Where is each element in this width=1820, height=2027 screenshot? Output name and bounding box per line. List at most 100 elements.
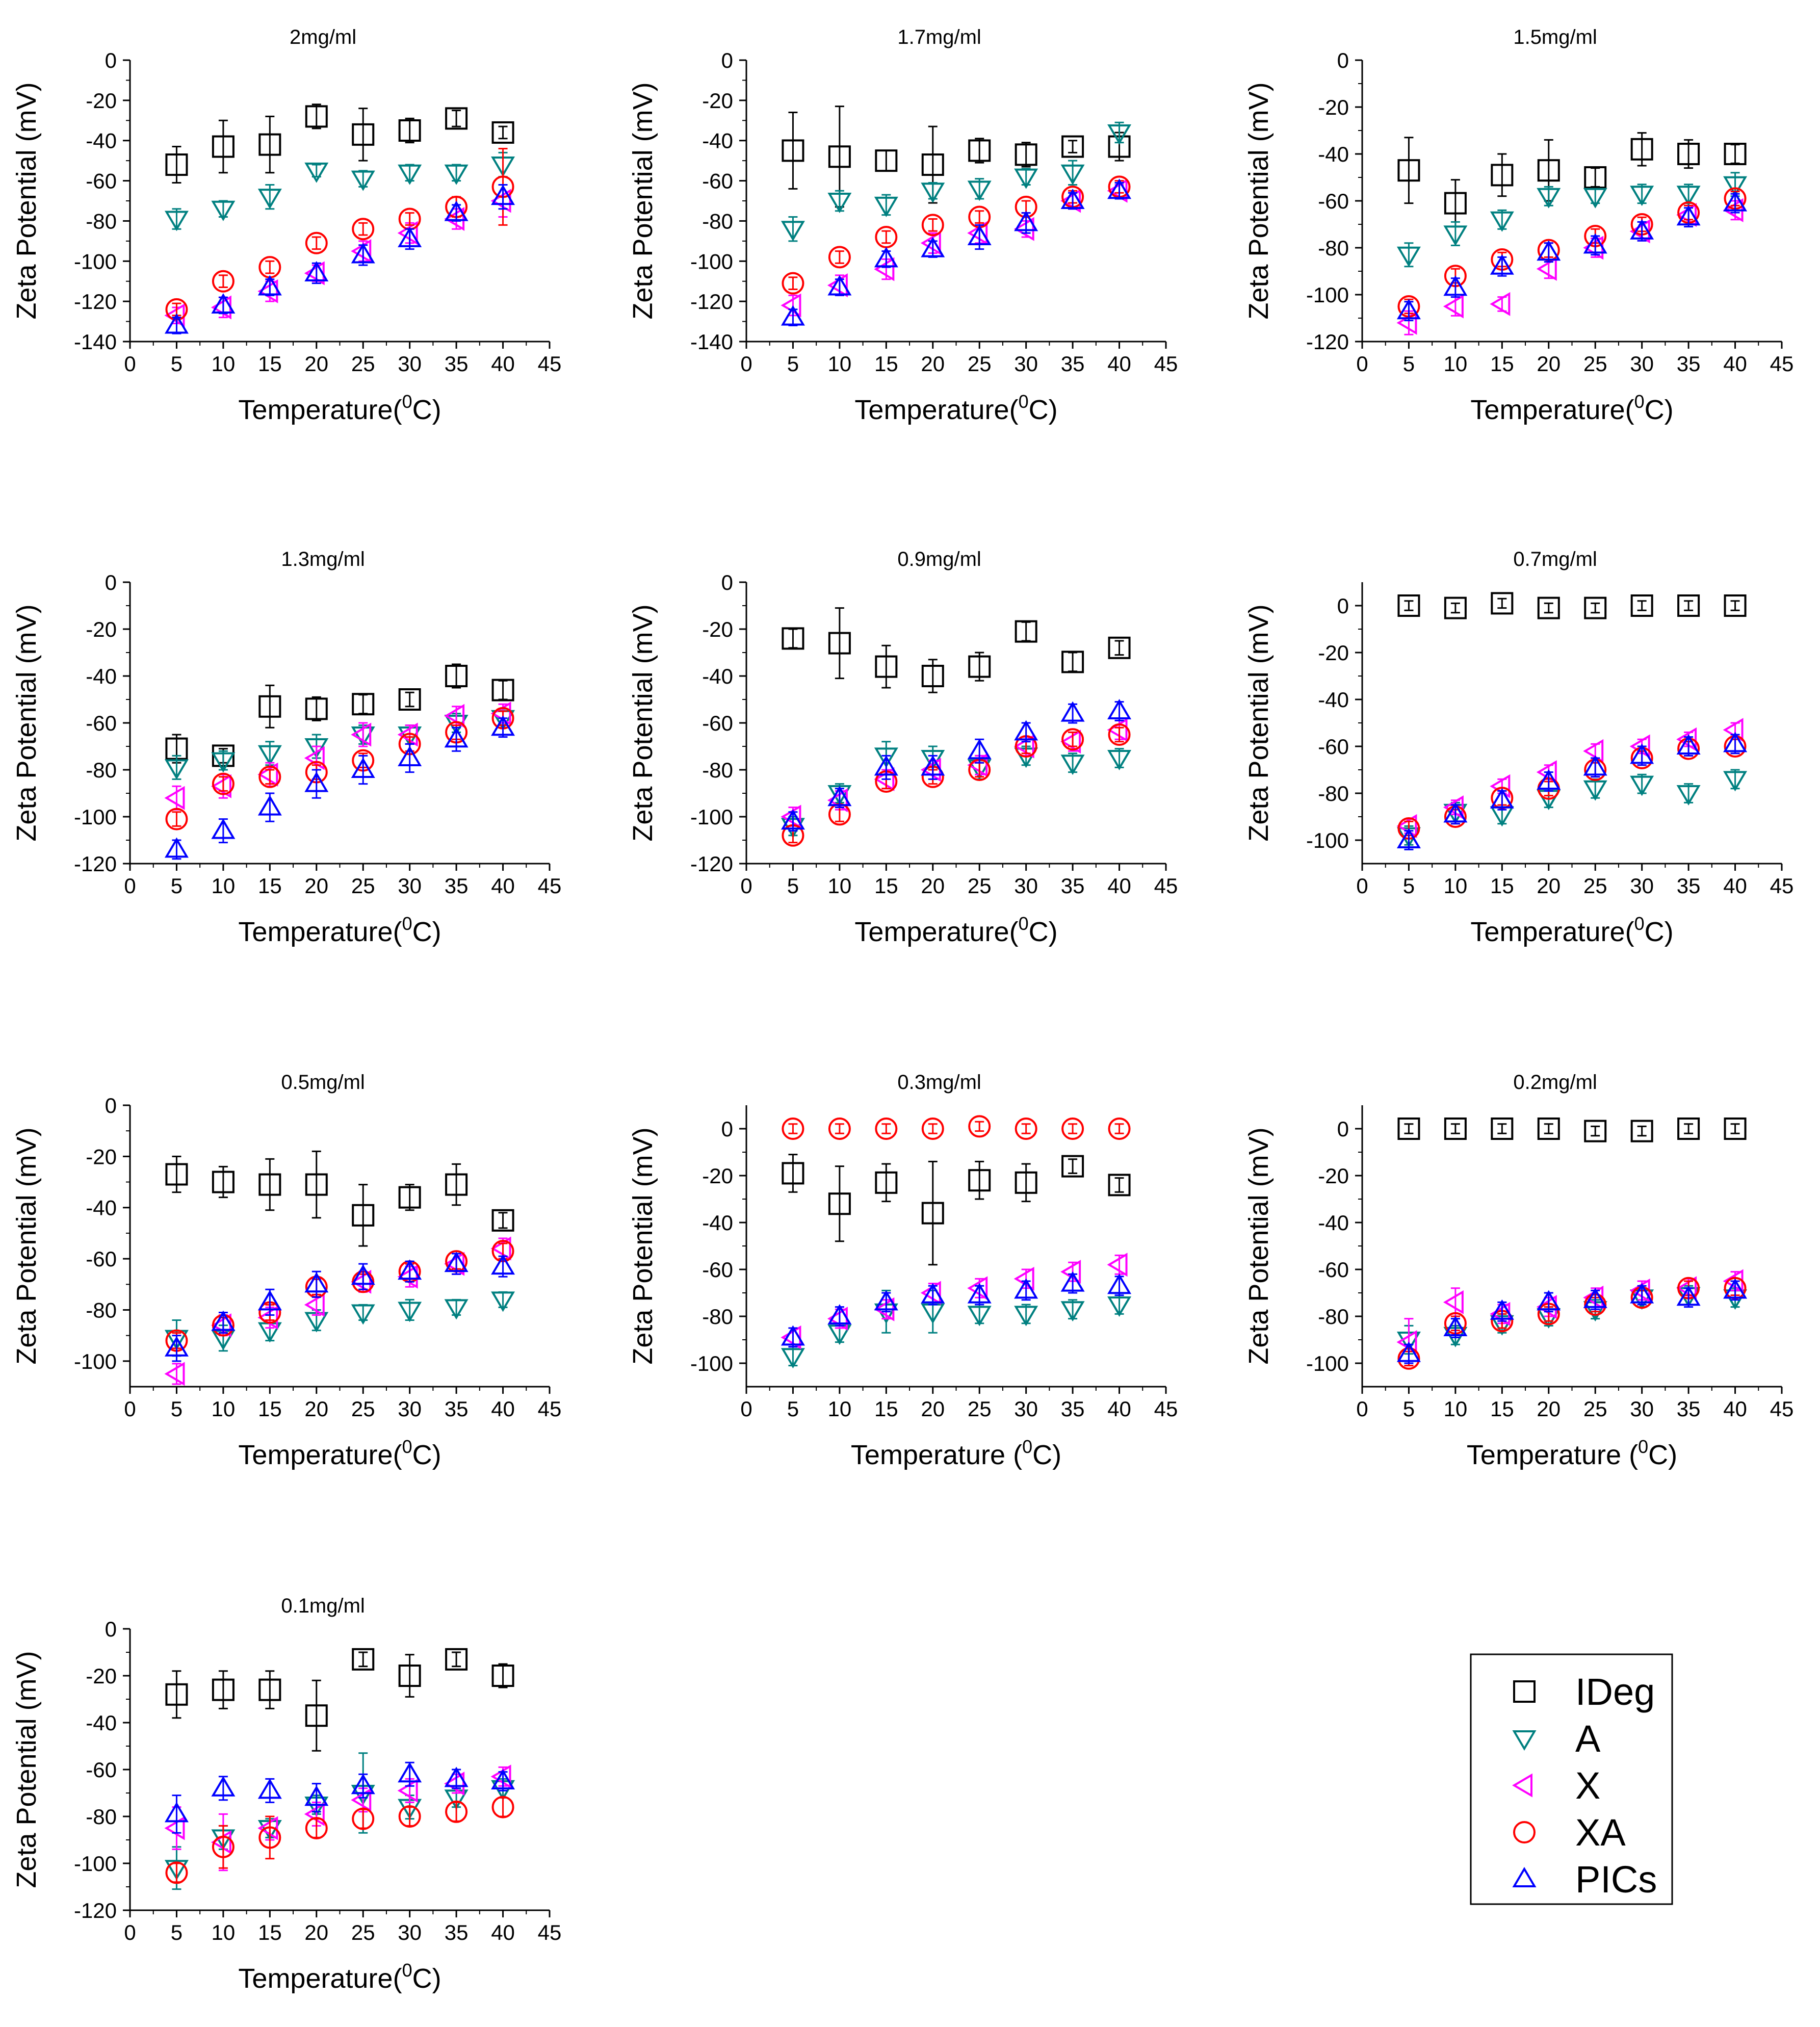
data-point-pics (1060, 1271, 1085, 1292)
data-point-pics (351, 758, 375, 778)
x-tick-label: 15 (1490, 352, 1514, 376)
data-point-ideg (491, 1209, 514, 1232)
data-point-pics (398, 1259, 422, 1280)
data-point-pics (1443, 275, 1468, 296)
y-axis-title: Zeta Potential (mV) (11, 82, 42, 319)
y-tick-label: -40 (1318, 142, 1349, 166)
data-point-a (1723, 771, 1748, 792)
legend-marker-pics (1512, 1867, 1537, 1887)
panel-title: 0.5mg/ml (281, 1071, 365, 1094)
data-point-pics (1107, 699, 1132, 719)
x-tick-label: 25 (968, 1397, 992, 1421)
data-point-ideg (1444, 192, 1467, 215)
data-point-x (967, 1276, 988, 1301)
y-tick-label: -20 (702, 617, 733, 641)
data-point-x (257, 279, 278, 303)
y-tick-label: -100 (74, 249, 117, 273)
y-axis-title: Zeta Potential (mV) (628, 604, 658, 841)
data-point-ideg (1584, 166, 1607, 189)
series-pics (1396, 732, 1748, 850)
data-point-x (1536, 256, 1557, 281)
y-tick-label: -100 (74, 1852, 117, 1876)
data-point-xa (445, 1800, 468, 1823)
x-axis-title-main: Temperature( (238, 917, 402, 947)
data-point-ideg (1444, 596, 1467, 619)
data-point-x (351, 1788, 372, 1812)
data-point-pics (874, 247, 898, 268)
y-tick-label: -140 (74, 330, 117, 354)
data-point-x (164, 1362, 185, 1386)
x-tick-label: 45 (538, 352, 562, 376)
y-tick-label: -60 (1318, 735, 1349, 759)
x-tick-label: 5 (1403, 874, 1415, 898)
data-point-ideg (491, 121, 514, 144)
y-axis-title: Zeta Potential (mV) (628, 1127, 658, 1364)
data-point-xa (1061, 1118, 1084, 1140)
data-point-a (1396, 246, 1421, 267)
x-axis-title-superscript: 0 (1638, 1436, 1648, 1457)
data-point-x (1013, 217, 1034, 241)
y-tick-label: -80 (1318, 782, 1349, 805)
data-point-pics (921, 1283, 945, 1304)
y-axis-title: Zeta Potential (mV) (1243, 604, 1274, 841)
series-pics (164, 1252, 515, 1362)
data-point-xa (352, 1807, 375, 1830)
data-point-pics (211, 818, 236, 839)
data-point-pics (444, 1252, 469, 1272)
data-point-a (1060, 1301, 1085, 1322)
y-tick-label: -20 (86, 617, 117, 641)
x-tick-label: 40 (491, 1397, 515, 1421)
panel-title: 0.2mg/ml (1513, 1071, 1597, 1094)
x-tick-label: 5 (171, 874, 183, 898)
series-a (164, 151, 515, 231)
data-point-a (1107, 750, 1132, 770)
x-tick-label: 40 (1107, 1397, 1131, 1421)
x-tick-label: 25 (351, 874, 375, 898)
y-tick-label: -60 (1318, 1258, 1349, 1282)
data-point-pics (967, 225, 992, 245)
y-tick-label: -60 (86, 711, 117, 735)
data-point-x (397, 221, 418, 245)
x-tick-label: 20 (304, 352, 328, 376)
data-point-pics (1676, 734, 1701, 755)
y-tick-label: -40 (702, 1211, 733, 1235)
x-axis-title-main: Temperature ( (851, 1440, 1022, 1470)
y-tick-label: -20 (86, 1664, 117, 1688)
data-point-pics (1014, 720, 1038, 741)
y-tick-label: -40 (86, 664, 117, 688)
x-axis-title-end: C) (1029, 395, 1058, 425)
data-point-pics (1014, 211, 1038, 231)
y-tick-label: -40 (86, 129, 117, 153)
data-point-a (1583, 188, 1607, 209)
data-point-xa (921, 214, 944, 237)
data-point-pics (827, 275, 852, 296)
data-point-ideg (445, 1648, 468, 1671)
data-point-ideg (1630, 594, 1653, 617)
data-point-pics (351, 1774, 375, 1795)
y-axis-title: Zeta Potential (mV) (1243, 1127, 1274, 1364)
x-tick-label: 0 (740, 1397, 752, 1421)
data-point-x (874, 257, 895, 281)
data-point-ideg (1444, 1118, 1467, 1140)
x-tick-label: 15 (258, 352, 282, 376)
data-point-ideg (1061, 135, 1084, 158)
x-tick-label: 30 (398, 874, 422, 898)
data-point-pics (1396, 1341, 1421, 1362)
data-point-a (444, 1299, 469, 1320)
x-tick-label: 30 (1630, 1397, 1654, 1421)
data-point-pics (1630, 219, 1654, 240)
data-point-ideg (398, 119, 421, 142)
y-tick-label: -120 (74, 852, 117, 876)
data-point-a (1014, 1306, 1038, 1327)
x-tick-label: 35 (445, 1920, 469, 1944)
y-tick-label: -40 (702, 664, 733, 688)
y-tick-label: -60 (1318, 189, 1349, 213)
x-axis-title-superscript: 0 (402, 1436, 412, 1457)
series-xa (165, 1796, 514, 1884)
data-point-xa (1108, 723, 1131, 746)
y-tick-label: -40 (1318, 688, 1349, 712)
data-point-a (921, 183, 945, 203)
data-point-pics (1107, 178, 1132, 199)
data-point-pics (874, 755, 898, 776)
x-tick-label: 25 (351, 352, 375, 376)
